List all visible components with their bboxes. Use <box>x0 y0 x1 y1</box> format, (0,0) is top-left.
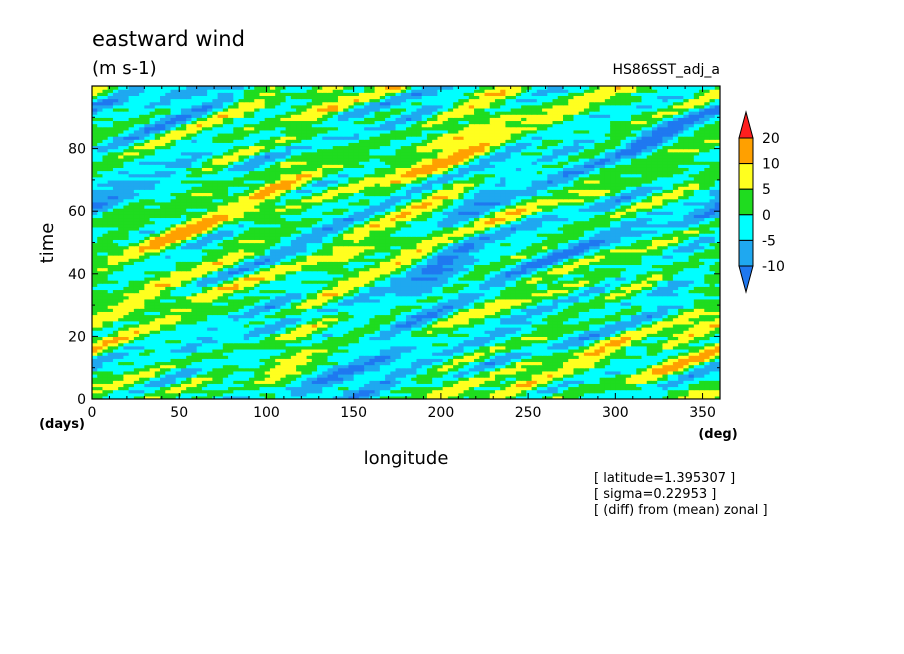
colorbar-label: 10 <box>762 157 780 173</box>
x-unit-label: (deg) <box>698 427 737 442</box>
x-axis: 0 50 100 150 200 250 300 350 <box>88 86 716 421</box>
chart-title: eastward wind <box>92 27 245 51</box>
y-tick-label: 80 <box>68 142 86 158</box>
y-tick-label: 0 <box>77 392 86 408</box>
colorbar: 20 10 5 0 -5 -10 <box>738 110 785 294</box>
colorbar-bin <box>738 239 754 267</box>
info-sigma: [ sigma=0.22953 ] <box>594 487 716 502</box>
x-axis-title: longitude <box>364 448 449 469</box>
y-tick-label: 40 <box>68 267 86 283</box>
chart-units: (m s-1) <box>92 58 157 79</box>
colorbar-bin <box>738 214 754 241</box>
x-tick-label: 200 <box>428 405 455 421</box>
x-tick-label: 300 <box>602 405 629 421</box>
y-axis-title: time <box>37 223 58 264</box>
colorbar-lt-neg10 <box>738 265 754 294</box>
heatmap-field <box>92 86 720 399</box>
info-diff: [ (diff) from (mean) zonal ] <box>594 503 768 518</box>
info-latitude: [ latitude=1.395307 ] <box>594 471 735 486</box>
colorbar-label: -10 <box>762 259 785 275</box>
y-tick-label: 20 <box>68 329 86 345</box>
colorbar-bin <box>738 188 754 216</box>
colorbar-bin <box>738 137 754 165</box>
colorbar-label: -5 <box>762 233 776 249</box>
colorbar-bin <box>738 163 754 190</box>
colorbar-gt20 <box>738 110 754 139</box>
colorbar-label: 20 <box>762 131 780 147</box>
x-tick-label: 100 <box>253 405 280 421</box>
colorbar-label: 5 <box>762 182 771 198</box>
y-axis: 0 20 40 60 80 <box>68 116 720 408</box>
dataset-name: HS86SST_adj_a <box>613 62 721 78</box>
x-tick-label: 350 <box>689 405 716 421</box>
x-tick-label: 250 <box>515 405 542 421</box>
colorbar-label: 0 <box>762 208 771 224</box>
y-tick-label: 60 <box>68 204 86 220</box>
x-tick-label: 50 <box>170 405 188 421</box>
x-tick-label: 150 <box>340 405 367 421</box>
y-unit-label: (days) <box>39 417 85 432</box>
x-tick-label: 0 <box>88 405 97 421</box>
